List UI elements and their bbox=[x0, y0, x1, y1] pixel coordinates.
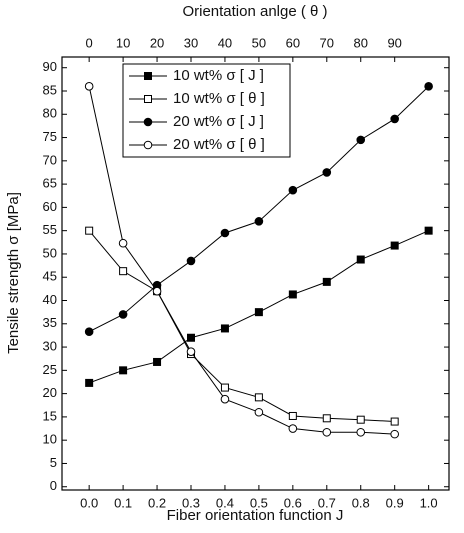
marker bbox=[322, 427, 332, 437]
legend-marker bbox=[144, 72, 152, 80]
x2-tick-label: 50 bbox=[252, 35, 266, 50]
x-axis-label: Fiber orientation function J bbox=[167, 507, 344, 524]
marker bbox=[119, 366, 128, 375]
y-tick-label: 40 bbox=[43, 292, 57, 307]
x2-tick-label: 70 bbox=[320, 35, 334, 50]
x2-tick-label: 90 bbox=[387, 35, 401, 50]
marker bbox=[254, 308, 263, 317]
marker bbox=[254, 217, 264, 226]
x2-tick-label: 20 bbox=[150, 35, 164, 50]
x-tick-label: 0.9 bbox=[386, 495, 404, 510]
y-tick-label: 10 bbox=[43, 432, 57, 447]
marker bbox=[356, 427, 366, 437]
x2-tick-label: 40 bbox=[218, 35, 232, 50]
marker bbox=[390, 417, 399, 426]
marker bbox=[220, 228, 230, 238]
y-tick-label: 70 bbox=[43, 152, 57, 167]
x2-tick-label: 0 bbox=[86, 35, 93, 50]
plot-frame bbox=[61, 56, 450, 491]
x-tick-label: 0.8 bbox=[352, 495, 370, 510]
x-tick-label: 0.7 bbox=[318, 495, 336, 510]
marker bbox=[356, 135, 366, 145]
marker bbox=[220, 383, 229, 392]
marker bbox=[118, 310, 128, 319]
marker bbox=[187, 333, 195, 342]
marker bbox=[288, 185, 298, 195]
x-tick-label: 0.4 bbox=[216, 495, 234, 510]
marker bbox=[390, 114, 399, 124]
series-line bbox=[88, 230, 395, 423]
marker bbox=[322, 277, 331, 286]
marker bbox=[322, 168, 332, 177]
y-tick-label: 65 bbox=[43, 176, 57, 191]
marker bbox=[186, 256, 196, 266]
legend-label: 20 wt% σ [ J ] bbox=[173, 113, 264, 130]
x-tick-label: 0.6 bbox=[284, 495, 302, 510]
series-line bbox=[88, 230, 429, 384]
x2-tick-label: 10 bbox=[116, 35, 130, 50]
y-tick-label: 75 bbox=[43, 129, 57, 144]
marker bbox=[152, 286, 162, 296]
y-tick-label: 80 bbox=[43, 106, 57, 121]
y-tick-label: 90 bbox=[43, 59, 57, 74]
marker bbox=[85, 378, 94, 387]
x-tick-label: 0.5 bbox=[250, 495, 268, 510]
x-tick-label: 0.0 bbox=[80, 495, 98, 510]
marker bbox=[84, 327, 94, 336]
x-tick-label: 0.2 bbox=[148, 495, 166, 510]
x2-axis-label: Orientation anlge ( θ ) bbox=[182, 3, 327, 20]
marker bbox=[288, 290, 297, 299]
y-tick-label: 5 bbox=[50, 455, 57, 470]
marker bbox=[85, 226, 94, 235]
marker bbox=[390, 241, 399, 250]
legend-label: 10 wt% σ [ J ] bbox=[173, 67, 264, 84]
y-tick-label: 50 bbox=[43, 245, 57, 260]
legend-marker bbox=[143, 140, 153, 150]
legend-label: 20 wt% σ [ θ ] bbox=[173, 136, 265, 153]
marker bbox=[118, 238, 128, 248]
y-tick-label: 55 bbox=[43, 222, 57, 237]
y-tick-label: 25 bbox=[43, 362, 57, 377]
marker bbox=[356, 255, 365, 264]
x-tick-label: 0.3 bbox=[182, 495, 200, 510]
marker bbox=[254, 393, 263, 402]
marker bbox=[153, 357, 162, 366]
y-axis-label: Tensile strength σ [MPa] bbox=[5, 192, 22, 354]
y-tick-label: 60 bbox=[43, 199, 57, 214]
legend-marker bbox=[144, 95, 152, 103]
marker bbox=[390, 429, 399, 439]
marker bbox=[119, 267, 128, 276]
x-tick-label: 1.0 bbox=[420, 495, 438, 510]
x2-tick-label: 60 bbox=[286, 35, 300, 50]
x2-tick-label: 80 bbox=[354, 35, 368, 50]
y-tick-label: 20 bbox=[43, 385, 57, 400]
legend-label: 10 wt% σ [ θ ] bbox=[173, 90, 265, 107]
marker bbox=[288, 411, 297, 420]
marker bbox=[84, 82, 94, 91]
y-tick-label: 0 bbox=[50, 478, 57, 493]
y-tick-label: 35 bbox=[43, 315, 57, 330]
legend-marker bbox=[143, 117, 153, 127]
marker bbox=[424, 226, 433, 235]
marker bbox=[220, 394, 230, 404]
y-tick-label: 15 bbox=[43, 408, 57, 423]
x2-tick-label: 30 bbox=[184, 35, 198, 50]
marker bbox=[254, 407, 264, 417]
marker bbox=[322, 414, 331, 423]
marker bbox=[288, 424, 298, 433]
series-line bbox=[88, 86, 395, 435]
y-tick-label: 30 bbox=[43, 339, 57, 354]
x-tick-label: 0.1 bbox=[114, 495, 132, 510]
y-tick-label: 45 bbox=[43, 269, 57, 284]
y-tick-label: 85 bbox=[43, 82, 57, 97]
marker bbox=[220, 324, 229, 333]
marker bbox=[356, 415, 365, 424]
marker bbox=[186, 347, 196, 357]
marker bbox=[424, 82, 433, 91]
